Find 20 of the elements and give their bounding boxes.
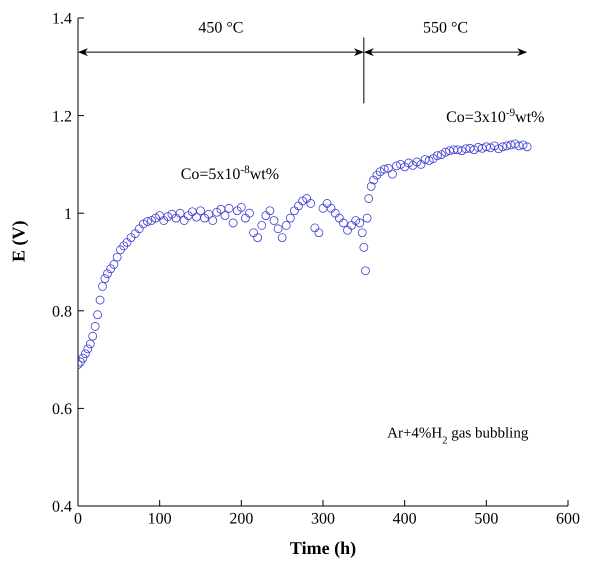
y-tick-label: 1.4 <box>52 10 72 28</box>
y-axis-title: E (V) <box>8 220 28 262</box>
annotation: Co=5x10$^{-8}$wt% <box>180 164 280 184</box>
y-tick-label: 0.8 <box>52 303 72 320</box>
x-axis-title: Time (h) <box>290 538 356 558</box>
x-tick-label: 500 <box>474 510 498 528</box>
annotation: 450 °C <box>198 20 244 37</box>
y-tick-label: 0.4 <box>52 498 72 516</box>
annotation: 550 °C <box>422 20 468 37</box>
x-tick-label: 400 <box>392 510 417 528</box>
x-tick-label: 200 <box>229 510 254 528</box>
y-tick-label: 1.2 <box>52 108 72 126</box>
x-tick-label: 300 <box>311 510 335 528</box>
x-tick-label: 600 <box>556 510 580 528</box>
annotation: Ar+4%H$_{2}$ gas bubbling <box>387 426 529 446</box>
annotation: Co=3x10$^{-9}$wt% <box>446 106 544 126</box>
x-tick-label: 0 <box>74 510 82 528</box>
y-tick-label: 1 <box>64 206 72 223</box>
x-tick-label: 100 <box>148 510 172 528</box>
y-tick-label: 0.6 <box>52 401 72 418</box>
